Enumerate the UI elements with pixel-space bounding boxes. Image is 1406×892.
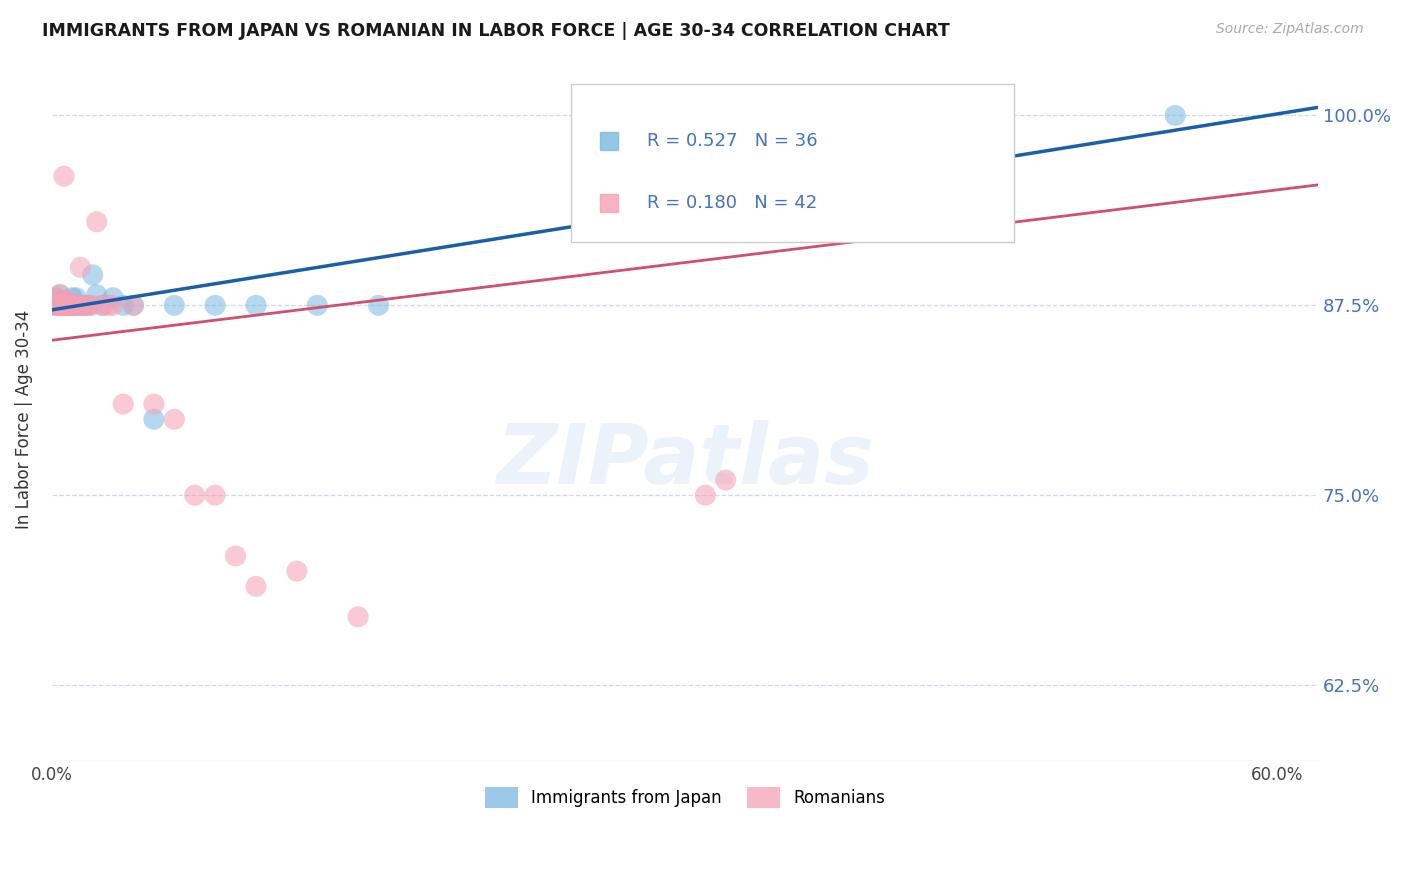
Point — [59, 298, 82, 312]
Point — [53, 169, 76, 184]
Point — [51, 298, 73, 312]
Text: R = 0.527   N = 36: R = 0.527 N = 36 — [647, 132, 817, 150]
Point — [1164, 108, 1187, 122]
Text: R = 0.180   N = 42: R = 0.180 N = 42 — [647, 194, 817, 211]
Point — [112, 298, 135, 312]
Point — [63, 298, 86, 312]
Point — [55, 298, 77, 312]
Point — [347, 609, 370, 624]
Point — [65, 291, 87, 305]
Point — [53, 293, 76, 308]
Point — [245, 298, 267, 312]
Point — [714, 473, 737, 487]
Point — [67, 298, 90, 312]
Text: ZIPatlas: ZIPatlas — [496, 420, 875, 500]
Point — [77, 298, 100, 312]
Point — [49, 298, 72, 312]
Point — [60, 291, 83, 305]
Point — [46, 298, 69, 312]
Point — [45, 291, 67, 305]
Point — [51, 298, 73, 312]
Point — [204, 488, 226, 502]
Point — [204, 298, 226, 312]
Legend: Immigrants from Japan, Romanians: Immigrants from Japan, Romanians — [478, 780, 891, 814]
Point — [72, 298, 94, 312]
Point — [183, 488, 205, 502]
Point — [63, 298, 86, 312]
Point — [51, 297, 73, 311]
Point — [55, 297, 77, 311]
Point — [101, 298, 124, 312]
Point — [82, 268, 104, 282]
Point — [82, 298, 104, 312]
Point — [53, 298, 76, 312]
Text: IMMIGRANTS FROM JAPAN VS ROMANIAN IN LABOR FORCE | AGE 30-34 CORRELATION CHART: IMMIGRANTS FROM JAPAN VS ROMANIAN IN LAB… — [42, 22, 950, 40]
Point — [91, 298, 114, 312]
Point — [45, 291, 67, 305]
Point — [45, 298, 67, 312]
Point — [46, 293, 69, 308]
FancyBboxPatch shape — [571, 84, 1014, 242]
Point — [307, 298, 329, 312]
Point — [55, 298, 77, 312]
Y-axis label: In Labor Force | Age 30-34: In Labor Force | Age 30-34 — [15, 310, 32, 529]
Point — [367, 298, 389, 312]
Point — [122, 298, 145, 312]
Point — [73, 298, 96, 312]
Point — [59, 298, 82, 312]
Point — [285, 564, 308, 578]
Point — [56, 298, 79, 312]
Point — [49, 295, 72, 310]
Point — [56, 297, 79, 311]
Point — [55, 298, 77, 312]
Point — [101, 291, 124, 305]
Point — [51, 297, 73, 311]
Point — [56, 298, 79, 312]
Text: Source: ZipAtlas.com: Source: ZipAtlas.com — [1216, 22, 1364, 37]
Point — [142, 397, 165, 411]
Point — [86, 287, 108, 301]
Point — [142, 412, 165, 426]
Point — [163, 412, 186, 426]
Point — [60, 298, 83, 312]
Point — [67, 298, 90, 312]
Point — [53, 298, 76, 312]
Point — [56, 293, 79, 308]
Point — [49, 287, 72, 301]
Point — [225, 549, 247, 563]
Point — [46, 293, 69, 308]
Point — [60, 298, 83, 312]
Point — [73, 298, 96, 312]
Point — [97, 298, 120, 312]
Point — [163, 298, 186, 312]
Point — [86, 215, 108, 229]
Point — [695, 488, 717, 502]
Point — [42, 298, 65, 312]
Point — [46, 298, 69, 312]
Point — [245, 579, 267, 593]
Point — [122, 298, 145, 312]
Point — [65, 298, 87, 312]
Point — [69, 260, 91, 275]
Point — [77, 298, 100, 312]
Point — [72, 298, 94, 312]
Point — [60, 298, 83, 312]
Point — [45, 298, 67, 312]
Point — [91, 298, 114, 312]
Point — [112, 397, 135, 411]
Point — [49, 287, 72, 301]
